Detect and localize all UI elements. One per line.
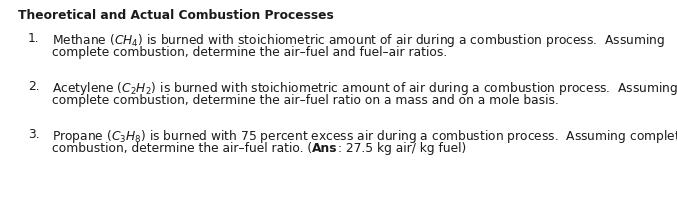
Text: 2.: 2.: [28, 80, 40, 93]
Text: Theoretical and Actual Combustion Processes: Theoretical and Actual Combustion Proces…: [18, 9, 334, 22]
Text: Acetylene ($\mathit{C}_2\mathit{H}_2$) is burned with stoichiometric amount of a: Acetylene ($\mathit{C}_2\mathit{H}_2$) i…: [52, 80, 677, 97]
Text: : 27.5 kg air/ kg fuel): : 27.5 kg air/ kg fuel): [338, 142, 466, 155]
Text: Ans: Ans: [312, 142, 338, 155]
Text: complete combustion, determine the air–fuel ratio on a mass and on a mole basis.: complete combustion, determine the air–f…: [52, 94, 559, 107]
Text: complete combustion, determine the air–fuel and fuel–air ratios.: complete combustion, determine the air–f…: [52, 46, 447, 59]
Text: Methane ($\mathit{CH}_4$) is burned with stoichiometric amount of air during a c: Methane ($\mathit{CH}_4$) is burned with…: [52, 32, 665, 49]
Text: 3.: 3.: [28, 128, 40, 141]
Text: 1.: 1.: [28, 32, 40, 45]
Text: Propane ($\mathit{C}_3\mathit{H}_8$) is burned with 75 percent excess air during: Propane ($\mathit{C}_3\mathit{H}_8$) is …: [52, 128, 677, 145]
Text: combustion, determine the air–fuel ratio. (: combustion, determine the air–fuel ratio…: [52, 142, 312, 155]
